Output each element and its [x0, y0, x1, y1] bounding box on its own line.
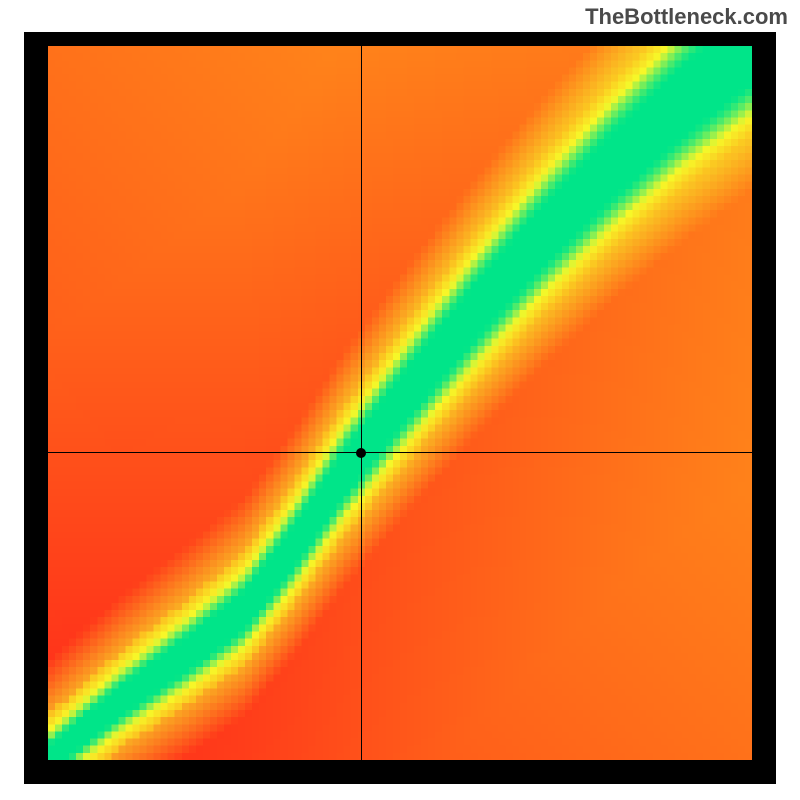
crosshair-horizontal	[48, 452, 752, 453]
heatmap-canvas	[48, 46, 752, 760]
root-container: TheBottleneck.com	[0, 0, 800, 800]
attribution-text: TheBottleneck.com	[585, 4, 788, 30]
crosshair-vertical	[361, 46, 362, 760]
plot-frame	[24, 32, 776, 784]
